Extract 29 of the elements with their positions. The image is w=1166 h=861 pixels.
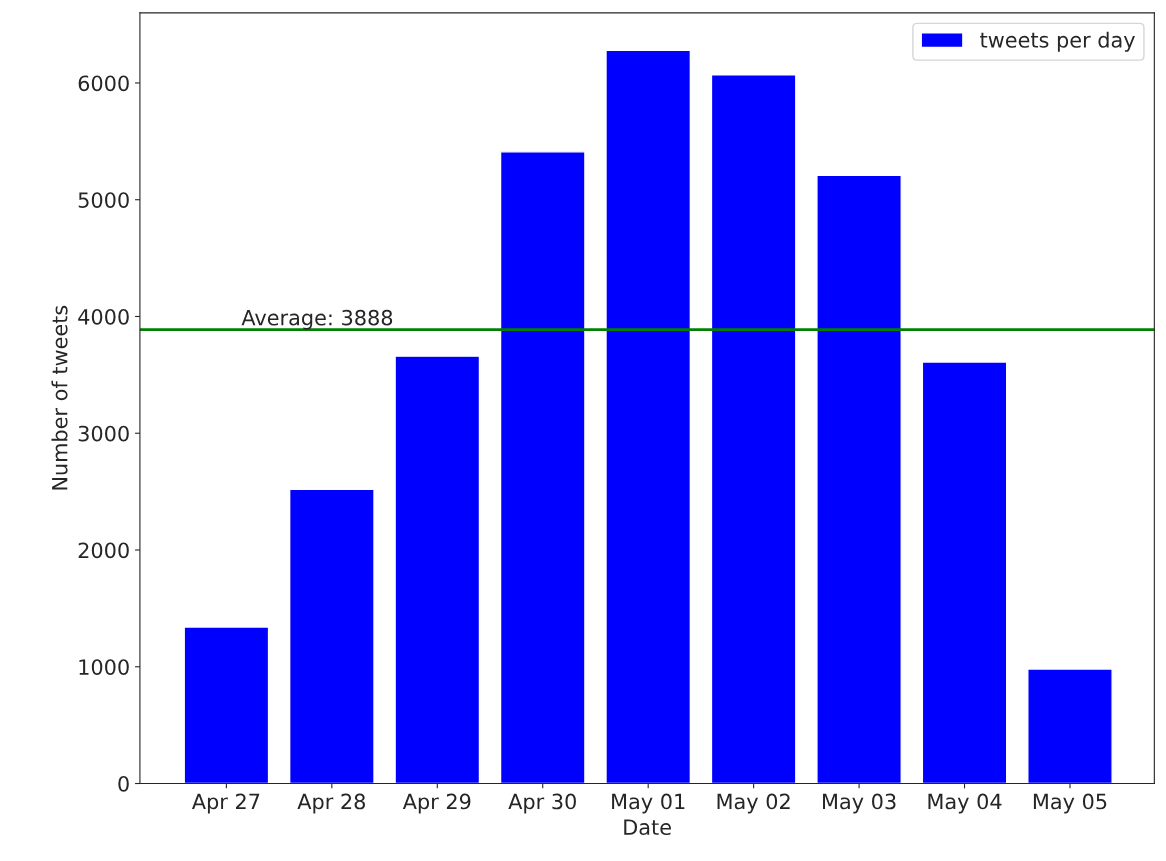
bar [605, 49, 692, 784]
x-tick-label: Apr 30 [508, 793, 576, 814]
y-tick-label: 0 [118, 775, 129, 792]
bar [816, 174, 902, 784]
bar [1027, 668, 1113, 784]
x-tick-label: Apr 29 [402, 793, 471, 814]
x-tick-label: May 02 [717, 793, 790, 814]
x-tick-label: Apr 28 [297, 793, 365, 814]
x-tick-label: May 01 [612, 793, 685, 814]
y-tick-label: 2000 [78, 542, 129, 559]
y-tick-label: 1000 [79, 659, 129, 675]
y-tick-label: 5000 [78, 192, 129, 208]
bar [288, 488, 375, 784]
x-tick-label: Apr 27 [191, 793, 260, 814]
legend-label: tweets per day [980, 31, 1135, 52]
y-axis-title: Number of tweets [51, 305, 68, 490]
bar [499, 151, 586, 784]
y-tick-label: 4000 [78, 308, 129, 325]
y-tick-label: 3000 [78, 425, 129, 442]
x-tick-label: May 04 [928, 793, 1002, 814]
bar [394, 355, 481, 784]
ref-line-label: Average: 3888 [241, 309, 393, 330]
x-axis-title: Date [624, 819, 671, 836]
x-tick-label: May 05 [1033, 793, 1107, 814]
x-tick-label: May 03 [823, 793, 896, 814]
bar [183, 626, 270, 784]
bar [710, 74, 797, 784]
y-tick-label: 6000 [78, 75, 129, 92]
bar [921, 361, 1008, 784]
